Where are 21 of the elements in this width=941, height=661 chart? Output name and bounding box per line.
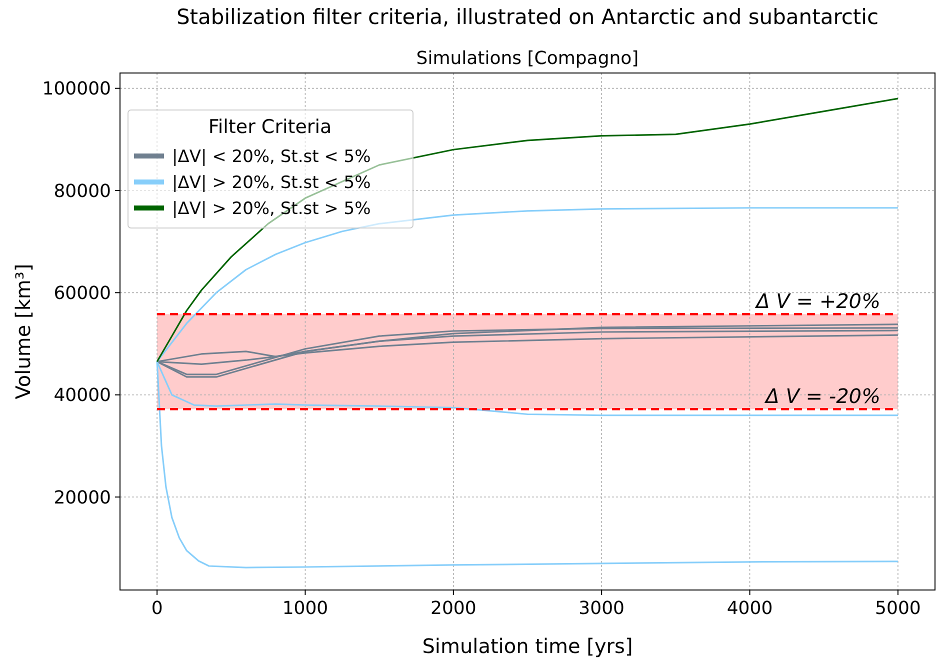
y-tick-label: 40000 [54, 385, 111, 406]
x-tick-label: 3000 [578, 598, 624, 619]
legend-label: |ΔV| > 20%, St.st > 5% [172, 198, 371, 219]
x-tick-label: 0 [151, 598, 163, 619]
legend-label: |ΔV| < 20%, St.st < 5% [172, 146, 371, 167]
x-tick-label: 1000 [282, 598, 328, 619]
x-tick-label: 5000 [875, 598, 921, 619]
x-tick-label: 4000 [726, 598, 773, 619]
chart-title: Stabilization filter criteria, illustrated on Antarctic and subantarctic [176, 5, 879, 29]
x-tick-label: 2000 [430, 598, 476, 619]
annotation: Δ V = -20% [764, 384, 881, 408]
legend-title: Filter Criteria [208, 116, 332, 138]
y-tick-label: 100000 [42, 78, 111, 100]
y-tick-label: 80000 [54, 180, 111, 202]
y-tick-label: 60000 [54, 282, 111, 304]
chart-subtitle: Simulations [Compagno] [416, 48, 639, 69]
y-axis-title: Volume [km³] [11, 264, 35, 400]
y-tick-label: 20000 [54, 487, 111, 508]
annotation: Δ V = +20% [754, 289, 881, 314]
x-axis-title: Simulation time [yrs] [422, 634, 633, 658]
legend-label: |ΔV| > 20%, St.st < 5% [172, 172, 371, 193]
